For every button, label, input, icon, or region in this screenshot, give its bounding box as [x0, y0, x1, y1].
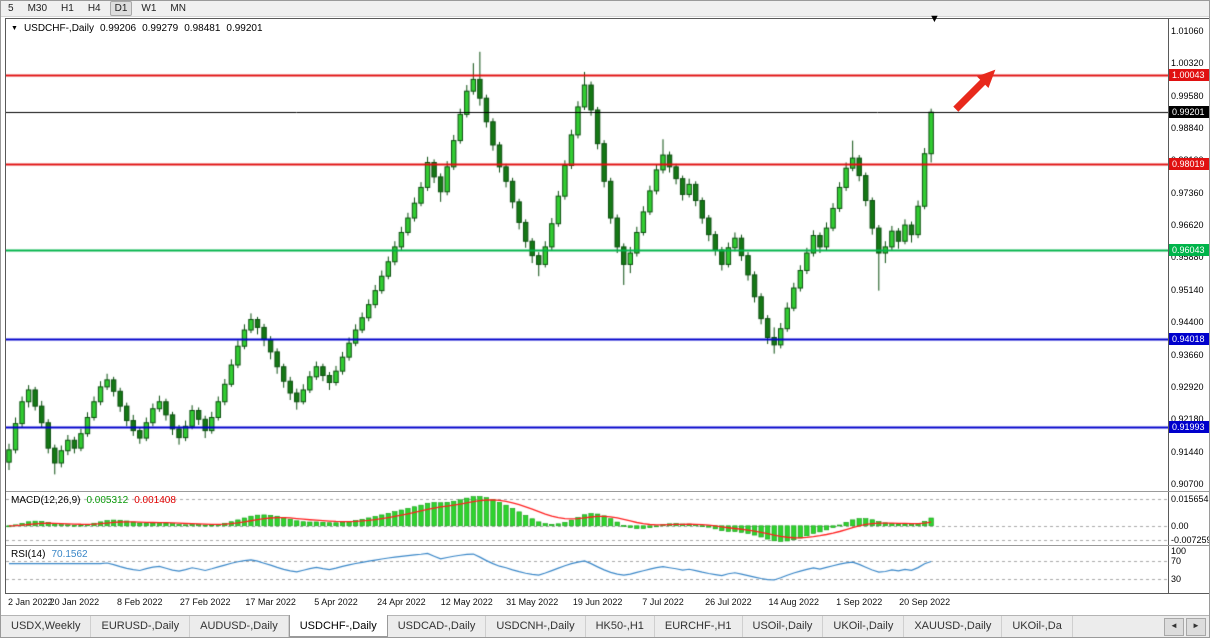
chart-tab-xauusd-[interactable]: XAUUSD-,Daily	[904, 616, 1003, 637]
price-tick: 0.95140	[1171, 284, 1204, 295]
macd-tick: 0.00	[1171, 520, 1189, 531]
macd-signal-value: 0.001408	[134, 495, 176, 506]
rsi-value: 70.1562	[51, 549, 88, 560]
symbol-period-label: USDCHF-,Daily	[23, 23, 94, 34]
chart-title: ▼ USDCHF-,Daily 0.99206 0.99279 0.98481 …	[11, 23, 263, 34]
price-tick: 0.94400	[1171, 317, 1204, 328]
date-axis[interactable]: 2 Jan 2022 20 Jan 2022 8 Feb 2022 27 Feb 20…	[6, 595, 1168, 613]
date-tick: 12 May 2022	[440, 597, 493, 607]
ohlc-open: 0.99206	[99, 23, 137, 34]
chart-expand-icon[interactable]: ▼	[11, 25, 18, 32]
timeframe-button-5[interactable]: 5	[8, 3, 14, 14]
date-tick: 20 Jan 2022	[49, 597, 100, 607]
chart-tab-usoil-[interactable]: USOil-,Daily	[743, 616, 824, 637]
rsi-indicator-label: RSI(14) 70.1562	[11, 549, 88, 560]
price-level-label: 0.99201	[1169, 106, 1209, 119]
chart-canvas[interactable]	[6, 19, 1168, 593]
macd-main-value: 0.005312	[86, 495, 129, 506]
timeframe-button-mn[interactable]: MN	[170, 3, 186, 14]
date-tick: 26 Jul 2022	[705, 597, 752, 607]
chart-tab-eurchf-[interactable]: EURCHF-,H1	[655, 616, 743, 637]
price-level-label: 1.00043	[1169, 69, 1209, 82]
price-tick: 0.90700	[1171, 479, 1204, 489]
price-tick: 0.99580	[1171, 90, 1204, 101]
rsi-tick: 30	[1171, 574, 1182, 585]
tab-scroll-nav: ◄ ►	[1164, 616, 1209, 637]
ohlc-close: 0.99201	[226, 23, 263, 34]
macd-tick: 0.015654	[1171, 494, 1209, 504]
rsi-name: RSI(14)	[11, 549, 46, 560]
price-tick: 0.93660	[1171, 349, 1204, 360]
chart-tab-bar: USDX,Weekly EURUSD-,Daily AUDUSD-,Daily USD…	[1, 615, 1209, 637]
price-level-label: 0.98019	[1169, 157, 1209, 170]
price-tick: 1.00320	[1171, 58, 1204, 69]
price-tick: 0.92920	[1171, 381, 1204, 392]
chart-tab-hk50-[interactable]: HK50-,H1	[586, 616, 655, 637]
chart-tab-usdchf-[interactable]: USDCHF-,Daily	[288, 615, 388, 637]
macd-indicator-label: MACD(12,26,9) 0.005312 0.001408	[11, 495, 176, 506]
chart-tab-usdcad-[interactable]: USDCAD-,Daily	[388, 616, 487, 637]
tab-scroll-right-icon[interactable]: ►	[1186, 617, 1206, 636]
chart-tab-usdx[interactable]: USDX,Weekly	[1, 616, 92, 637]
price-tick: 0.91440	[1171, 446, 1204, 457]
timeframe-button-h1[interactable]: H1	[61, 3, 74, 14]
date-tick: 1 Sep 2022	[836, 597, 883, 607]
price-tick: 0.95880	[1171, 252, 1204, 263]
timeframe-button-w1[interactable]: W1	[141, 3, 157, 14]
rsi-pane-divider[interactable]	[6, 545, 1209, 546]
chart-plot-area[interactable]	[5, 18, 1169, 594]
price-level-label: 0.94018	[1169, 332, 1209, 345]
tab-scroll-left-icon[interactable]: ◄	[1164, 617, 1184, 636]
date-tick: 8 Feb 2022	[117, 597, 163, 607]
chart-tab-usdcnh-[interactable]: USDCNH-,Daily	[486, 616, 586, 637]
ohlc-low: 0.98481	[184, 23, 221, 34]
timeframe-button-h4[interactable]: H4	[87, 3, 101, 14]
price-tick: 0.92180	[1171, 414, 1204, 425]
date-tick: 17 Mar 2022	[245, 597, 296, 607]
down-triangle-marker[interactable]: ▼	[929, 13, 940, 25]
rsi-tick: 70	[1171, 555, 1182, 566]
timeframe-button-d1[interactable]: D1	[109, 1, 133, 16]
macd-tick: -0.007259	[1171, 535, 1210, 545]
macd-name: MACD(12,26,9)	[11, 495, 81, 506]
price-tick: 1.01060	[1171, 25, 1204, 36]
date-tick: 24 Apr 2022	[377, 597, 426, 607]
date-tick: 20 Sep 2022	[899, 597, 951, 607]
date-tick: 14 Aug 2022	[768, 597, 820, 607]
price-axis[interactable]: 1.010601.003200.995800.988400.981000.973…	[1169, 18, 1210, 594]
chart-tab-audusd-[interactable]: AUDUSD-,Daily	[190, 616, 289, 637]
price-level-label: 0.96043	[1169, 244, 1209, 257]
price-tick: 0.98840	[1171, 122, 1204, 133]
timeframe-toolbar: 5 M30 H1 H4 D1 W1 MN	[1, 1, 1209, 17]
up-trend-arrow[interactable]	[945, 65, 999, 121]
date-tick: 5 Apr 2022	[314, 597, 358, 607]
chart-tab-ukoil-[interactable]: UKOil-,Da	[1002, 616, 1073, 637]
date-tick: 31 May 2022	[506, 597, 559, 607]
date-tick: 27 Feb 2022	[179, 597, 231, 607]
date-tick: 2 Jan 2022	[8, 597, 53, 607]
rsi-tick: 100	[1171, 546, 1187, 556]
ohlc-high: 0.99279	[142, 23, 179, 34]
price-tick: 0.97360	[1171, 187, 1204, 198]
timeframe-button-m30[interactable]: M30	[27, 3, 48, 14]
macd-pane-divider[interactable]	[6, 491, 1209, 492]
date-tick: 7 Jul 2022	[642, 597, 684, 607]
chart-tab-eurusd-[interactable]: EURUSD-,Daily	[91, 616, 191, 637]
chart-tab-ukoil-[interactable]: UKOil-,Daily	[823, 616, 905, 637]
date-tick: 19 Jun 2022	[572, 597, 623, 607]
price-tick: 0.96620	[1171, 220, 1204, 231]
price-level-label: 0.91993	[1169, 421, 1209, 434]
